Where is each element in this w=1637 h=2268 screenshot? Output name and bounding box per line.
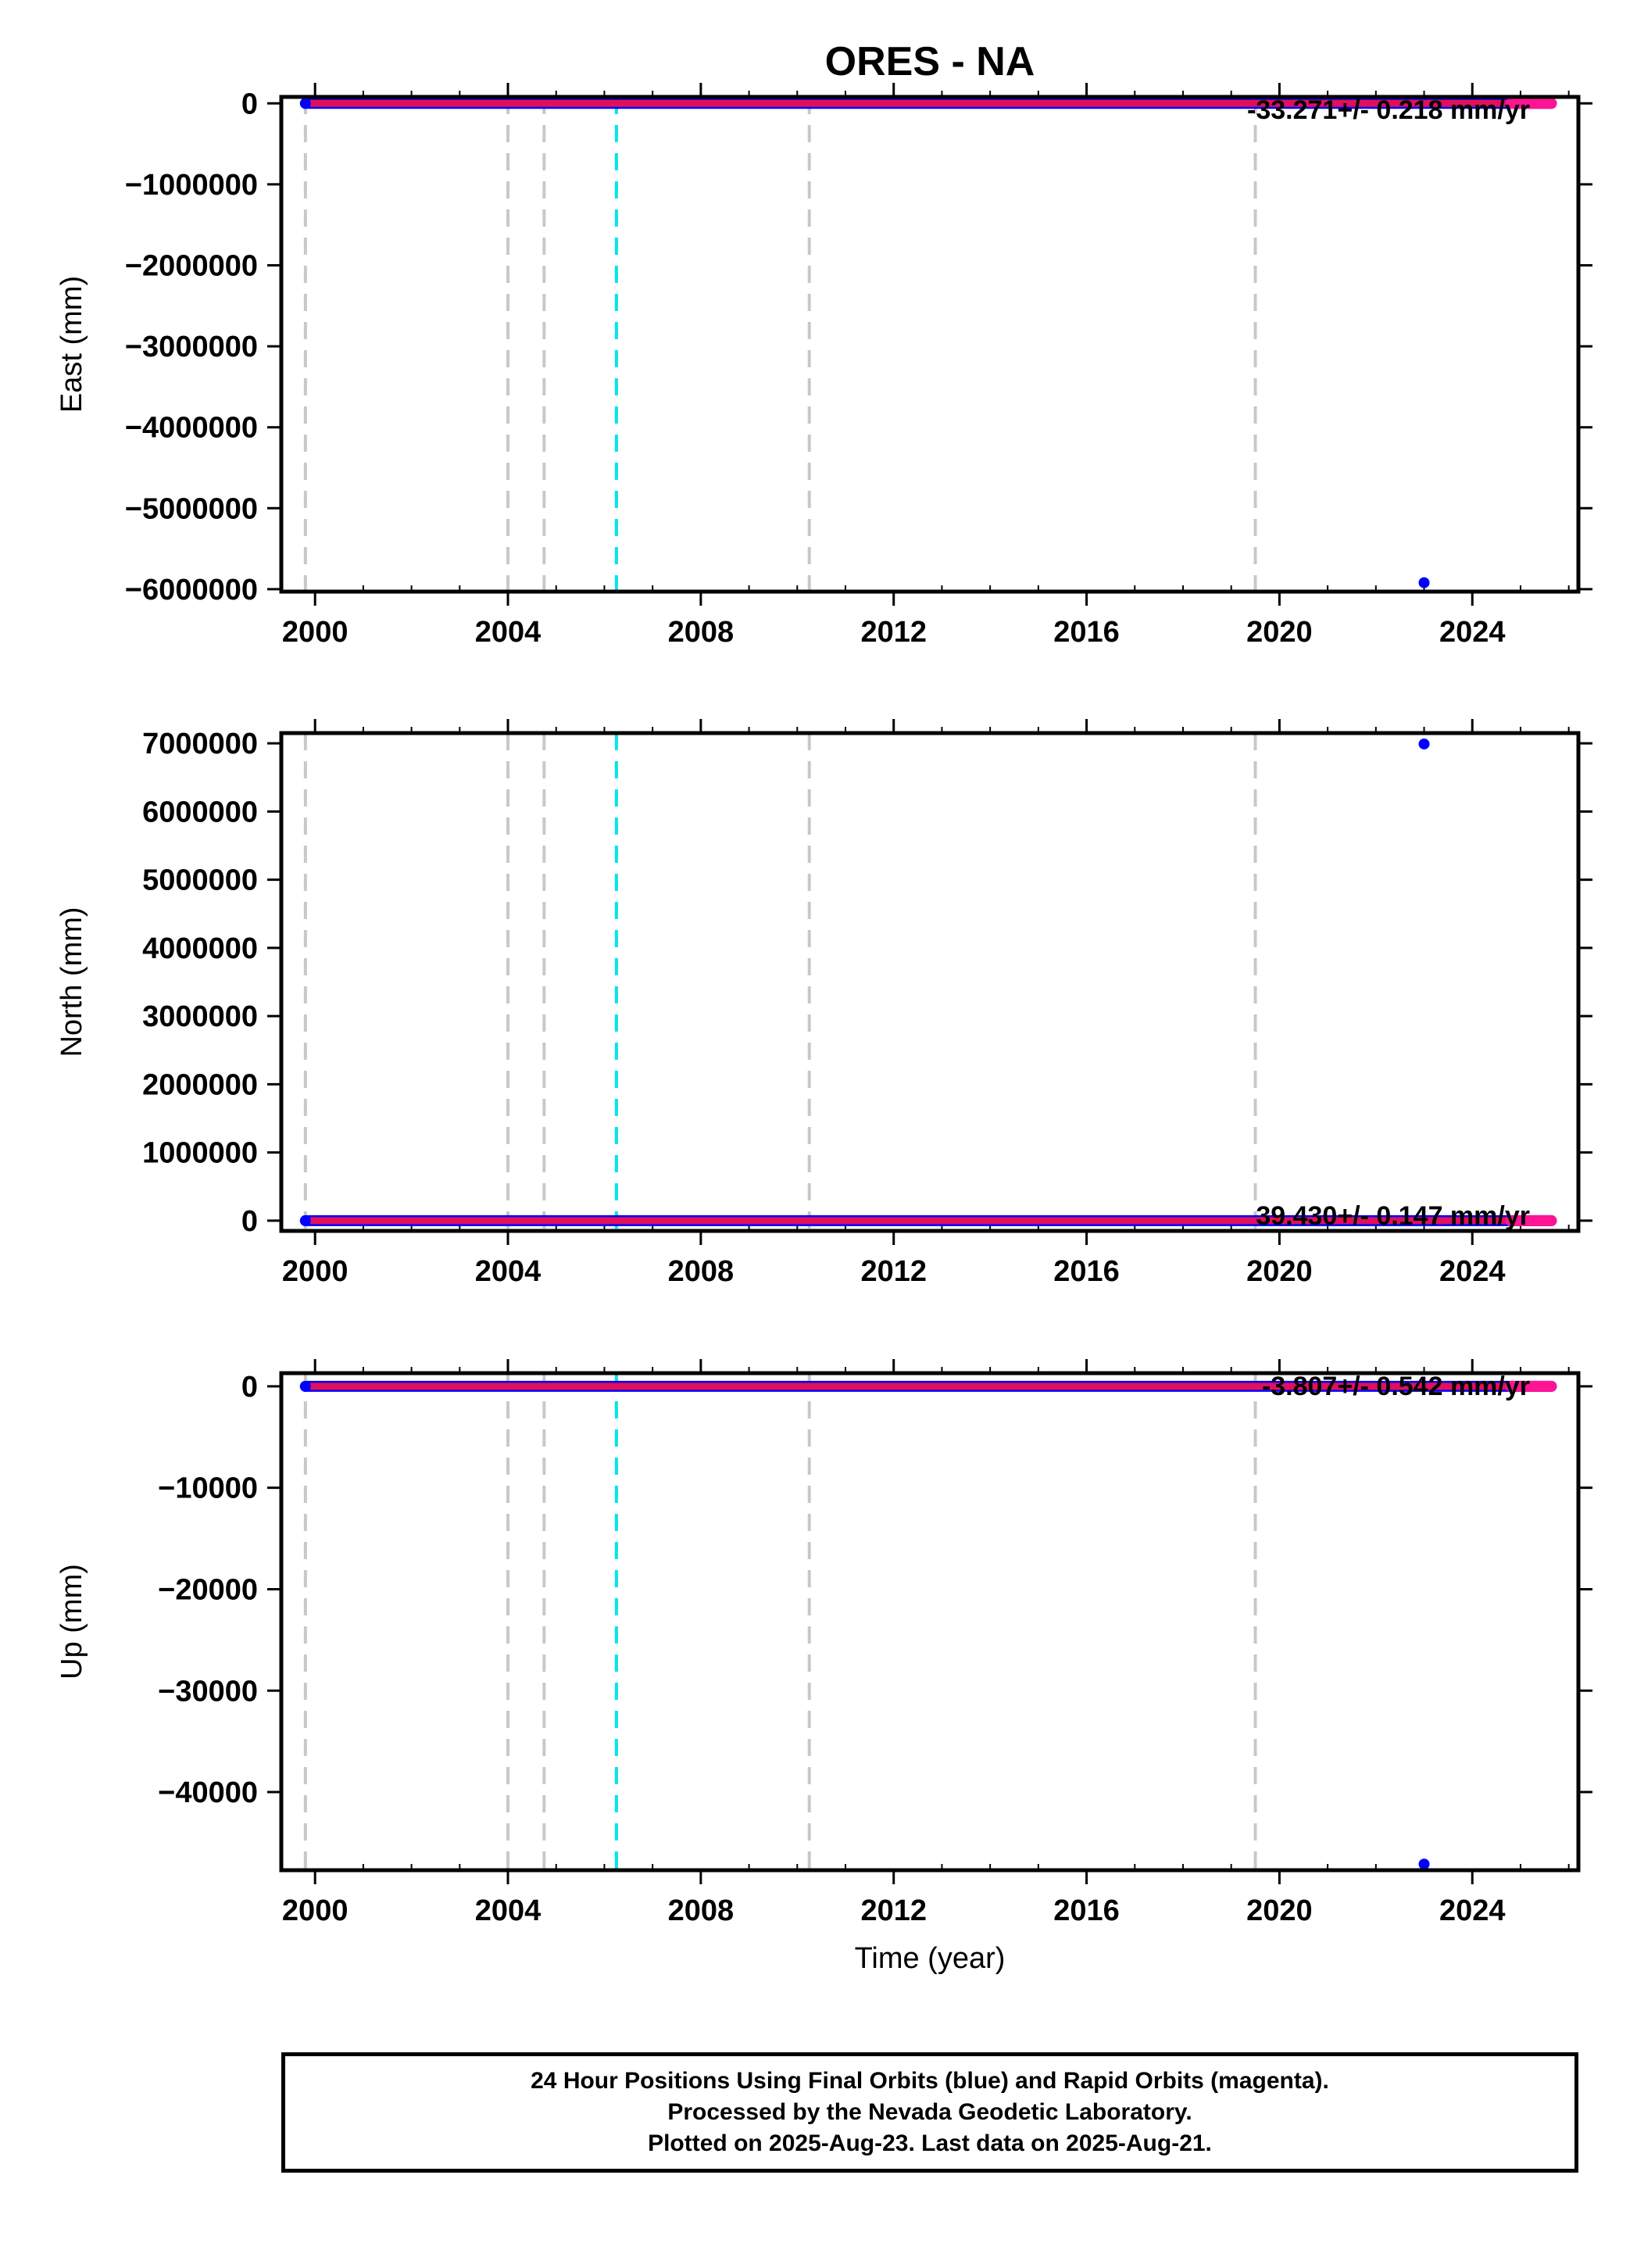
y-tick-label: −5000000	[125, 492, 258, 525]
panels: 2000 2004 2008 2012 2016 2020 20240−1000000−20…	[55, 83, 1592, 1927]
x-tick-label: 2008	[668, 1255, 735, 1288]
panel-2: 2000 2004 2008 2012 2016 2020 2024 0 1000000 2000…	[55, 719, 1592, 1288]
x-tick-label: 2024	[1439, 1255, 1506, 1288]
x-tick-label: 2012	[860, 616, 927, 649]
y-tick-label: −6000000	[125, 574, 258, 606]
outlier-point	[1418, 1858, 1430, 1870]
x-tick-label: 2020	[1246, 1894, 1313, 1927]
y-tick-label: 0	[241, 1205, 258, 1238]
plot-frame	[279, 95, 1581, 594]
y-tick-label: 2000000	[142, 1068, 258, 1101]
x-tick-label: 2012	[860, 1894, 927, 1927]
y-tick-label: 5000000	[142, 864, 258, 897]
rate-label: 39.430+/- 0.147 mm/yr	[1256, 1201, 1530, 1231]
x-tick-label: 2000	[282, 616, 348, 649]
y-tick-label: 4000000	[142, 932, 258, 965]
rate-label: -3.807+/- 0.542 mm/yr	[1262, 1372, 1530, 1401]
y-axis-label: East (mm)	[55, 276, 88, 413]
y-tick-label: 0	[241, 88, 258, 120]
x-tick-label: 2004	[475, 1894, 541, 1927]
x-axis-label: Time (year)	[855, 1942, 1006, 1975]
first-data-point	[299, 1380, 311, 1392]
x-tick-label: 2020	[1246, 616, 1313, 649]
footer-line-2: Processed by the Nevada Geodetic Laborat…	[667, 2099, 1192, 2125]
y-tick-label: −10000	[158, 1472, 258, 1505]
y-axis-label: Up (mm)	[55, 1564, 88, 1680]
footer-line-1: 24 Hour Positions Using Final Orbits (bl…	[531, 2068, 1329, 2094]
x-tick-label: 2016	[1053, 1255, 1120, 1288]
x-tick-label: 2012	[860, 1255, 927, 1288]
outlier-point	[1418, 577, 1430, 588]
y-tick-label: −2000000	[125, 249, 258, 282]
y-tick-label: −30000	[158, 1675, 258, 1708]
x-tick-label: 2004	[475, 616, 541, 649]
panel-1: 2000 2004 2008 2012 2016 2020 2024 0 −1000000 −20…	[55, 83, 1592, 649]
x-tick-label: 2024	[1439, 616, 1506, 649]
x-tick-label: 2008	[668, 1894, 735, 1927]
outlier-point	[1418, 738, 1430, 749]
y-tick-label: −1000000	[125, 169, 258, 202]
panel-3: 2000 2004 2008 2012 2016 2020 2024 0 −10000 −2000…	[55, 1359, 1592, 1927]
footer-line-3: Plotted on 2025-Aug-23. Last data on 202…	[648, 2130, 1212, 2156]
x-tick-label: 2000	[282, 1894, 348, 1927]
chart-title: ORES - NA	[825, 39, 1035, 84]
y-tick-label: 0	[241, 1371, 258, 1404]
x-tick-label: 2000	[282, 1255, 348, 1288]
x-tick-label: 2024	[1439, 1894, 1506, 1927]
y-tick-label: −40000	[158, 1776, 258, 1809]
x-tick-label: 2016	[1053, 616, 1120, 649]
x-tick-label: 2008	[668, 616, 735, 649]
y-tick-label: 7000000	[142, 728, 258, 760]
x-tick-label: 2016	[1053, 1894, 1120, 1927]
first-data-point	[299, 1214, 311, 1226]
first-data-point	[299, 98, 311, 109]
y-axis-label: North (mm)	[55, 907, 88, 1057]
y-tick-label: −20000	[158, 1573, 258, 1606]
y-tick-label: 3000000	[142, 1000, 258, 1033]
plot-frame	[279, 731, 1581, 1233]
y-tick-label: −4000000	[125, 412, 258, 445]
footer-box: 24 Hour Positions Using Final Orbits (bl…	[281, 2052, 1578, 2173]
x-tick-label: 2020	[1246, 1255, 1313, 1288]
x-tick-label: 2004	[475, 1255, 541, 1288]
rate-label: -33.271+/- 0.218 mm/yr	[1247, 95, 1530, 125]
y-tick-label: 1000000	[142, 1137, 258, 1170]
y-tick-label: 6000000	[142, 796, 258, 828]
y-tick-label: −3000000	[125, 331, 258, 363]
plot-frame	[279, 1371, 1581, 1873]
